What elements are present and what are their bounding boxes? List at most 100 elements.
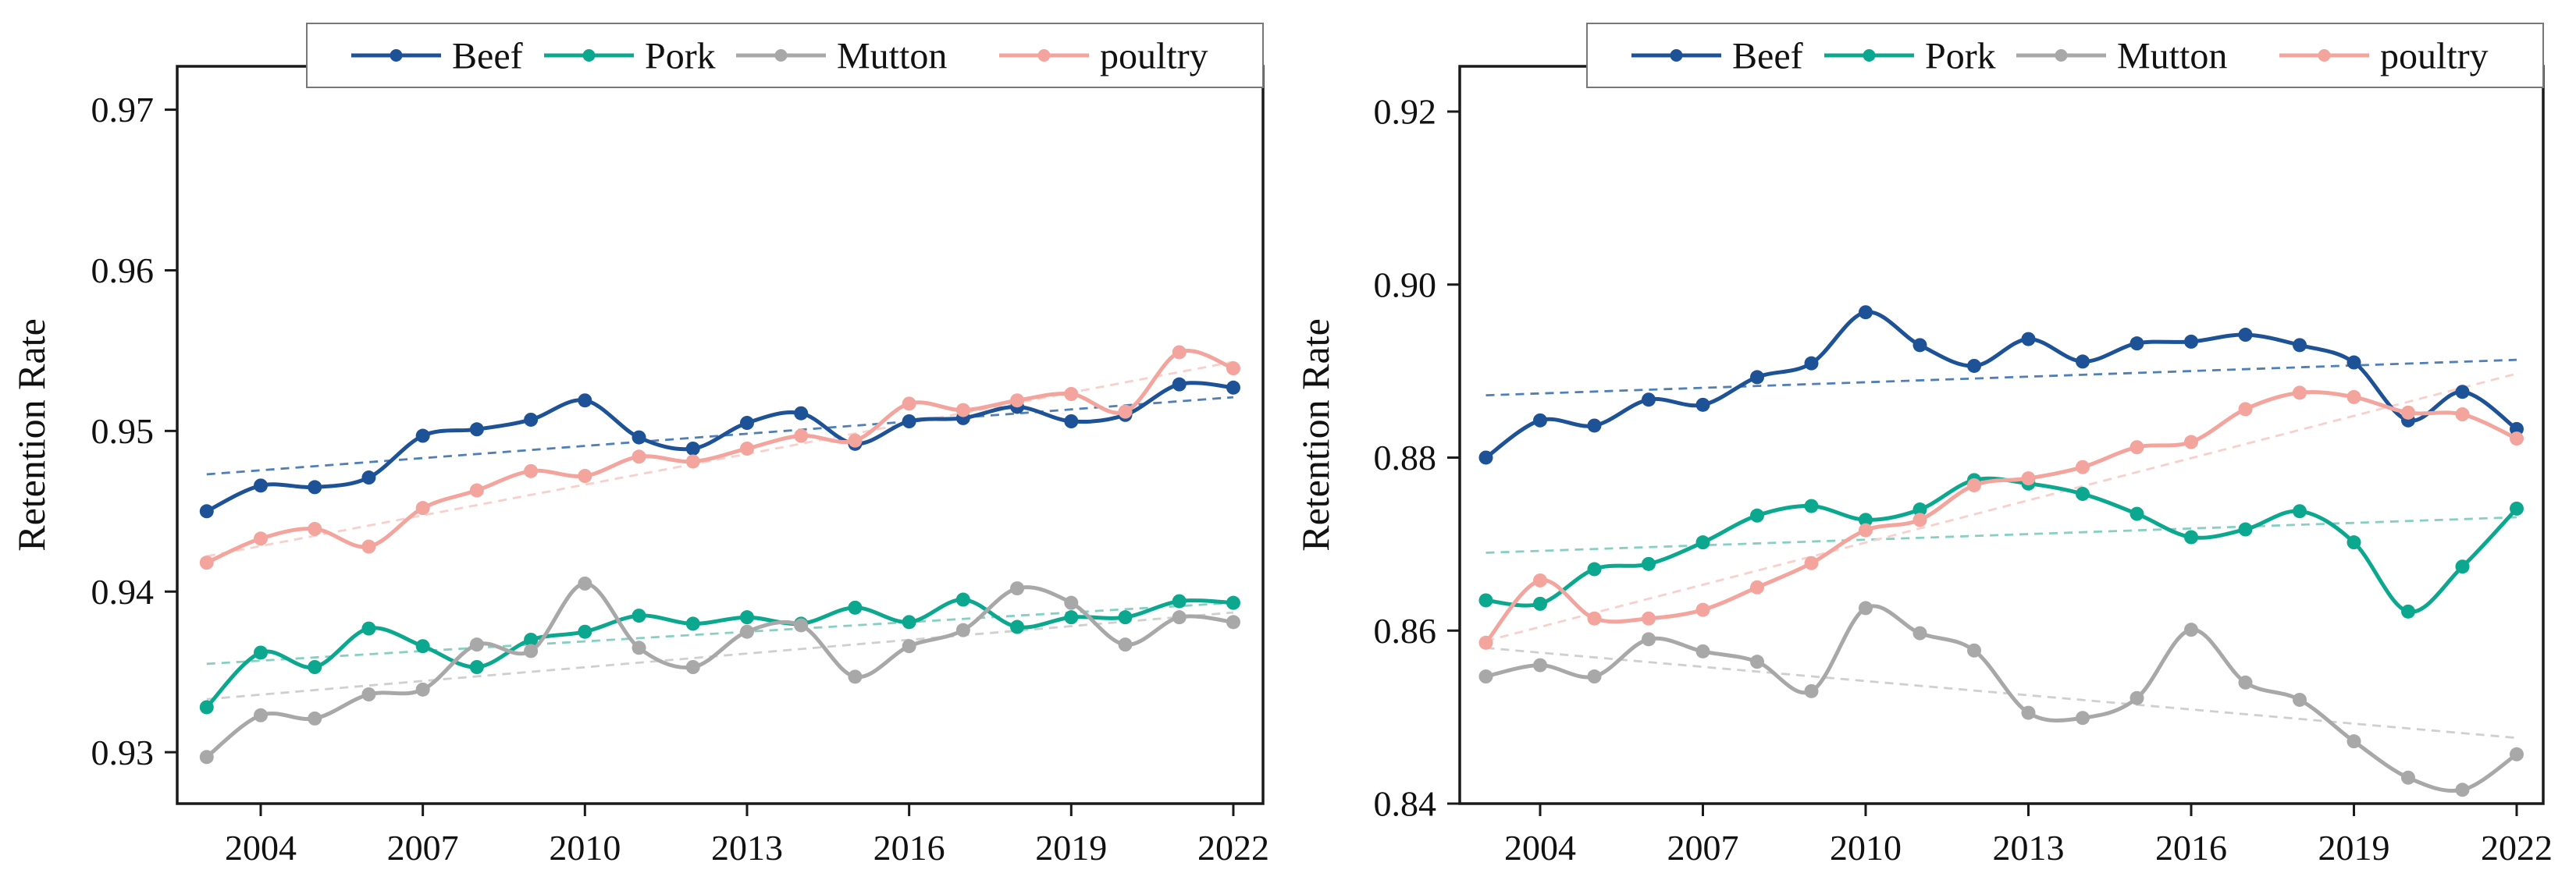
marker-mutton [1010, 581, 1025, 596]
marker-mutton [1587, 669, 1602, 684]
x-axis: 2004 2007 2010 2013 2016 2019 2022 [225, 804, 1269, 868]
marker-mutton [2455, 783, 2470, 797]
marker-beef [1967, 358, 1981, 373]
x-tick-label: 2004 [225, 828, 297, 868]
x-tick-label: 2013 [711, 828, 783, 868]
marker-mutton [2076, 711, 2090, 726]
x-tick-label: 2004 [1504, 828, 1576, 868]
marker-beef [2455, 385, 2470, 399]
marker-poultry [2347, 389, 2361, 404]
marker-pork [2455, 559, 2470, 574]
marker-beef [1226, 380, 1240, 395]
marker-beef [1695, 397, 1710, 412]
legend-item-pork: Pork [1824, 35, 1996, 76]
marker-poultry [1226, 361, 1240, 376]
marker-mutton [361, 687, 376, 701]
marker-beef [2129, 336, 2144, 351]
y-tick-label: 0.93 [91, 733, 155, 772]
marker-poultry [2238, 402, 2253, 417]
marker-beef [469, 422, 484, 437]
legend-label: poultry [1100, 35, 1208, 76]
legend-item-poultry: poultry [2279, 35, 2489, 76]
marker-pork [199, 700, 214, 715]
marker-pork [1642, 556, 1656, 571]
marker-pork [1478, 593, 1493, 608]
marker-poultry [2510, 431, 2524, 446]
marker-beef [1533, 413, 1547, 428]
legend-label: Beef [1732, 35, 1803, 76]
legend-marker-sample [1037, 49, 1051, 62]
legend-item-poultry: poultry [999, 35, 1208, 76]
marker-mutton [1967, 643, 1981, 658]
marker-poultry [2293, 385, 2307, 400]
legend-marker-sample [390, 49, 403, 62]
marker-poultry [1064, 387, 1079, 401]
marker-pork [1859, 513, 1873, 527]
legend-item-mutton: Mutton [2016, 35, 2227, 76]
x-tick-label: 2007 [387, 828, 459, 868]
x-tick-label: 2016 [873, 828, 945, 868]
marker-poultry [1642, 611, 1656, 626]
marker-pork [524, 633, 539, 647]
marker-beef [199, 504, 214, 519]
marker-mutton [1226, 615, 1240, 630]
marker-poultry [1912, 513, 1927, 527]
marker-mutton [955, 623, 970, 637]
marker-pork [902, 615, 916, 630]
line-pork [1484, 476, 2519, 614]
legend-label: poultry [2380, 35, 2489, 76]
marker-pork [2076, 487, 2090, 502]
marker-beef [2238, 328, 2253, 343]
marker-pork [1695, 535, 1710, 550]
legend-label: Mutton [837, 35, 947, 76]
marker-pork [2401, 604, 2415, 619]
y-tick-label: 0.86 [1374, 611, 1437, 651]
marker-mutton [848, 669, 863, 684]
marker-poultry [685, 454, 700, 469]
y-tick-label: 0.97 [91, 90, 155, 130]
trend-poultry [206, 360, 1234, 558]
marker-poultry [2184, 435, 2198, 449]
trend-beef [206, 396, 1234, 476]
trend-pork [206, 602, 1234, 666]
y-tick-label: 0.94 [91, 572, 155, 612]
marker-mutton [902, 639, 916, 654]
marker-poultry [1533, 573, 1547, 587]
marker-mutton [524, 644, 539, 658]
marker-mutton [1172, 610, 1187, 625]
marker-poultry [739, 442, 754, 456]
marker-beef [1172, 377, 1187, 392]
x-tick-label: 2010 [549, 828, 621, 868]
marker-poultry [632, 449, 646, 464]
x-tick-label: 2022 [2481, 828, 2553, 868]
marker-beef [2347, 355, 2361, 370]
x-tick-label: 2007 [1667, 828, 1739, 868]
marker-mutton [2401, 770, 2415, 785]
marker-pork [2129, 506, 2144, 521]
line-mutton [1484, 604, 2519, 793]
marker-beef [415, 428, 430, 443]
marker-beef [632, 430, 646, 445]
marker-mutton [2129, 690, 2144, 705]
trend-mutton [206, 611, 1234, 701]
marker-mutton [794, 618, 809, 633]
legend: Beef Pork Mutton poultry [306, 23, 1264, 88]
legend-item-beef: Beef [351, 35, 523, 76]
legend-box [1586, 23, 2544, 88]
marker-poultry [1010, 393, 1025, 408]
legend-label: Pork [645, 35, 716, 76]
marker-mutton [199, 750, 214, 765]
marker-pork [308, 660, 322, 674]
marker-mutton [1118, 637, 1133, 652]
marker-mutton [469, 637, 484, 652]
marker-beef [1804, 356, 1819, 371]
marker-beef [739, 416, 754, 431]
x-tick-label: 2022 [1197, 828, 1269, 868]
legend-label: Beef [452, 35, 523, 76]
marker-poultry [469, 483, 484, 498]
marker-poultry [1859, 523, 1873, 538]
legend-marker-sample [1670, 49, 1683, 62]
marker-poultry [848, 433, 863, 448]
marker-poultry [794, 428, 809, 443]
marker-mutton [2238, 675, 2253, 690]
